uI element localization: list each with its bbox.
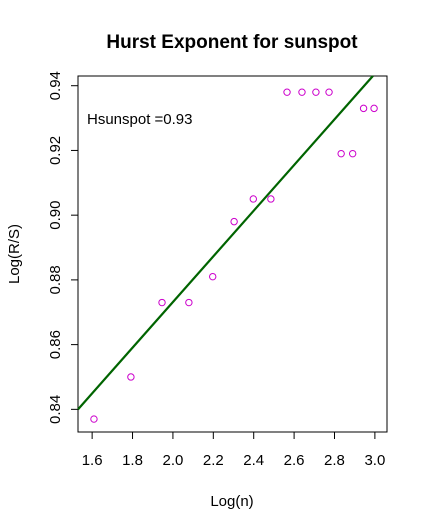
y-tick-label: 0.84 [47, 395, 64, 424]
chart-title: Hurst Exponent for sunspot [106, 32, 358, 53]
y-axis-label: Log(R/S) [6, 224, 23, 284]
x-tick-label: 2.8 [324, 452, 345, 469]
x-tick-label: 2.6 [284, 452, 305, 469]
data-point [185, 298, 193, 307]
x-tick-label: 3.0 [364, 452, 385, 469]
x-tick-label: 1.6 [82, 452, 103, 469]
data-point [209, 272, 217, 281]
hurst-annotation: Hsunspot =0.93 [87, 111, 193, 128]
data-point [249, 195, 258, 203]
data-point [90, 415, 98, 423]
x-tick-label: 2.0 [162, 452, 183, 469]
data-point [325, 88, 333, 96]
x-tick-label: 2.2 [203, 452, 224, 469]
x-axis: 1.6 1.8 2.0 2.2 2.4 2.6 2.8 3.0 [82, 431, 385, 469]
data-point [312, 88, 320, 96]
x-tick-label: 2.4 [243, 452, 264, 469]
data-point [127, 373, 135, 381]
y-tick-label: 0.94 [47, 71, 64, 100]
data-point [348, 149, 357, 158]
y-tick-label: 0.88 [47, 265, 64, 294]
data-point [370, 104, 378, 113]
data-point [359, 104, 368, 113]
x-axis-label: Log(n) [210, 493, 253, 510]
y-tick-label: 0.92 [47, 136, 64, 165]
data-point [267, 195, 275, 203]
plot-border [77, 75, 388, 433]
y-tick-label: 0.86 [47, 330, 64, 359]
y-tick-label: 0.90 [47, 201, 64, 230]
data-point [337, 149, 345, 158]
x-tick-label: 1.8 [122, 452, 143, 469]
data-point [158, 298, 166, 307]
data-point [230, 217, 238, 226]
y-axis: 0.84 0.86 0.88 0.90 0.92 0.94 [47, 71, 79, 424]
regression-line [77, 75, 374, 411]
plot-area [77, 75, 388, 433]
data-point [298, 88, 306, 96]
data-point [283, 88, 291, 96]
data-points [90, 88, 378, 423]
fit-line-group [77, 75, 374, 411]
